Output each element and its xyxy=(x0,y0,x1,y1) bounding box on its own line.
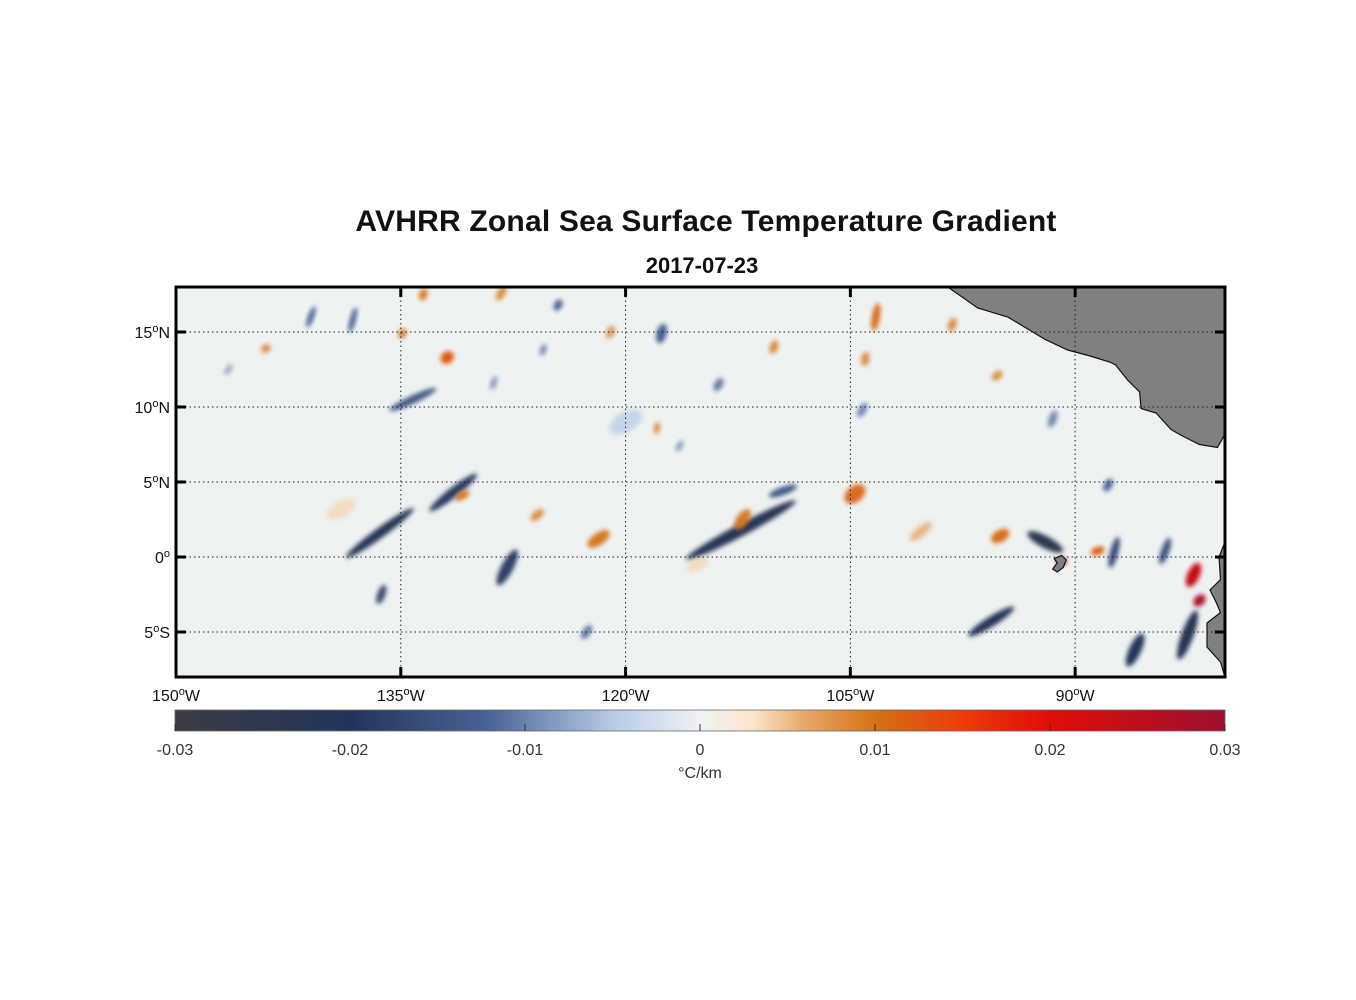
gradient-feature xyxy=(224,364,233,375)
gradient-feature xyxy=(376,585,387,604)
colorbar-label: °C/km xyxy=(678,765,722,782)
gradient-feature xyxy=(1125,633,1145,667)
gradient-feature xyxy=(348,307,358,333)
gradient-feature xyxy=(495,287,507,301)
gradient-feature xyxy=(768,484,798,498)
y-tick-label: 5oN xyxy=(143,473,170,492)
gradient-feature xyxy=(857,402,868,418)
gradient-feature xyxy=(713,378,724,391)
gradient-feature xyxy=(530,509,544,521)
gradient-feature xyxy=(861,352,870,366)
gradient-feature xyxy=(871,303,881,331)
gradient-feature xyxy=(1159,537,1172,565)
gradient-feature xyxy=(553,299,563,311)
gradient-feature xyxy=(1176,610,1199,660)
gradient-feature xyxy=(419,288,428,301)
chart-title: AVHRR Zonal Sea Surface Temperature Grad… xyxy=(355,205,1057,238)
land-galapagos xyxy=(1051,554,1067,573)
gradient-feature xyxy=(1090,546,1105,556)
y-tick-label: 5oS xyxy=(144,623,170,642)
x-tick-label: 135oW xyxy=(377,686,426,705)
x-tick-label: 150oW xyxy=(152,686,201,705)
x-tick-label: 90oW xyxy=(1056,686,1096,705)
gradient-feature xyxy=(587,530,610,548)
gradient-feature xyxy=(653,422,661,434)
gradient-feature xyxy=(606,325,616,339)
gradient-feature xyxy=(1185,562,1202,588)
x-tick-label: 105oW xyxy=(826,686,875,705)
y-axis-ticks: 15oN 10oN 5oN 0o 5oS xyxy=(135,323,1225,642)
colorbar-tick-label: -0.01 xyxy=(507,742,544,759)
gradient-feature xyxy=(1047,410,1058,428)
x-tick-label: 120oW xyxy=(602,686,651,705)
gradient-feature xyxy=(675,440,684,452)
gradient-feature xyxy=(686,556,709,573)
gradient-feature xyxy=(454,490,470,501)
gradient-feature xyxy=(991,370,1003,381)
land-south-america xyxy=(1206,541,1225,677)
gradient-feature xyxy=(1027,531,1064,553)
colorbar-tick-label: -0.02 xyxy=(332,742,369,759)
gradient-feature xyxy=(345,507,414,559)
gradient-feature xyxy=(306,306,316,328)
colorbar-tick-label: 0.02 xyxy=(1034,742,1065,759)
gradient-feature xyxy=(769,340,779,354)
graticule xyxy=(176,287,1225,677)
gradient-feature xyxy=(991,528,1010,544)
y-tick-label: 0o xyxy=(155,548,170,567)
land-central-america xyxy=(946,287,1225,449)
gradient-feature xyxy=(1103,478,1114,492)
colorbar-tick-label: 0 xyxy=(696,742,705,759)
gradient-feature xyxy=(947,317,957,332)
gradient-feature xyxy=(968,606,1015,637)
gradient-feature xyxy=(490,376,498,390)
colorbar-ticks: -0.03 -0.02 -0.01 0 0.01 0.02 0.03 xyxy=(157,724,1241,759)
land-masses xyxy=(946,287,1225,677)
gradient-feature xyxy=(1193,594,1206,607)
gradient-feature xyxy=(734,509,751,530)
gradient-feature xyxy=(398,328,407,339)
chart-subtitle: 2017-07-23 xyxy=(645,253,759,278)
colorbar-tick-label: -0.03 xyxy=(157,742,194,759)
gradient-feature xyxy=(496,549,518,586)
gradient-feature xyxy=(1108,537,1120,568)
gradient-feature xyxy=(844,484,866,504)
gradient-feature xyxy=(261,344,271,353)
y-tick-label: 15oN xyxy=(135,323,170,342)
gradient-feature xyxy=(440,351,454,364)
map-panel: 150oW 135oW 120oW 105oW 90oW 15oN 10oN 5oN 0o 5o… xyxy=(135,285,1227,705)
gradient-feature xyxy=(686,500,796,560)
gradient-feature xyxy=(656,323,667,344)
x-axis-ticks: 150oW 135oW 120oW 105oW 90oW xyxy=(152,287,1096,705)
colorbar-tick-label: 0.03 xyxy=(1209,742,1240,759)
gradient-feature xyxy=(326,498,356,520)
gradient-feature xyxy=(539,344,547,356)
gradient-feature xyxy=(429,473,478,512)
colorbar-tick-label: 0.01 xyxy=(859,742,890,759)
sst-gradient-field xyxy=(224,287,1225,667)
y-tick-label: 10oN xyxy=(135,398,170,417)
gradient-feature xyxy=(909,521,932,542)
colorbar: -0.03 -0.02 -0.01 0 0.01 0.02 0.03 °C/km xyxy=(157,709,1241,782)
